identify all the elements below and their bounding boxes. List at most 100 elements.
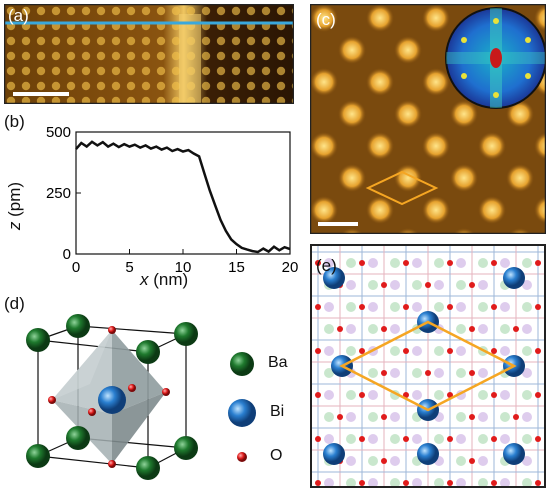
lattice-site <box>500 258 510 268</box>
o-site <box>491 304 497 310</box>
lattice-site <box>434 280 444 290</box>
o-site <box>359 304 365 310</box>
lattice-site <box>500 346 510 356</box>
lattice-site <box>324 478 334 488</box>
legend-ba-label: Ba <box>268 354 288 371</box>
lattice-site <box>324 368 334 378</box>
lattice-site <box>412 302 422 312</box>
y-axis-label: z (pm) <box>3 176 27 236</box>
o-site <box>403 480 409 486</box>
lattice-site <box>346 302 356 312</box>
x-tick-label: 10 <box>175 259 192 276</box>
unit-cell-outline <box>365 170 439 206</box>
o-site <box>381 414 387 420</box>
o-site <box>315 348 321 354</box>
bi-atom <box>98 386 126 414</box>
lattice-site <box>456 258 466 268</box>
panel-label-b: (b) <box>4 112 25 131</box>
o-site <box>315 480 321 486</box>
o-site <box>337 326 343 332</box>
x-tick-label: 5 <box>125 259 133 276</box>
lattice-site <box>522 280 532 290</box>
o-site <box>403 304 409 310</box>
octahedron <box>52 330 166 464</box>
lattice-site <box>434 390 444 400</box>
lattice-site <box>434 302 444 312</box>
panel-b: 0 5 10 15 20 0 250 500 (b) z (pm) x (nm) <box>0 108 300 289</box>
lattice-site <box>522 390 532 400</box>
o-site <box>315 260 321 266</box>
lattice-site <box>522 302 532 312</box>
crystal-structure <box>26 314 256 480</box>
lattice-site <box>368 390 378 400</box>
bi-site <box>503 267 525 289</box>
x-tick-label: 0 <box>72 259 80 276</box>
lattice-site <box>456 346 466 356</box>
o-site <box>381 370 387 376</box>
lattice-site <box>324 324 334 334</box>
legend-o-label: O <box>270 447 283 464</box>
lattice-site <box>324 302 334 312</box>
o-site <box>535 392 541 398</box>
lattice-top-view <box>310 244 550 488</box>
lattice-site <box>346 346 356 356</box>
lattice-site <box>346 280 356 290</box>
lattice-site <box>412 434 422 444</box>
lattice-site <box>412 478 422 488</box>
legend-bi-swatch <box>228 399 256 427</box>
bi-site <box>323 443 345 465</box>
o-site <box>447 260 453 266</box>
o-site <box>513 326 519 332</box>
lattice-site <box>346 434 356 444</box>
lattice-site <box>522 258 532 268</box>
lattice-site <box>500 478 510 488</box>
x-axis-var: x <box>140 270 149 289</box>
lattice-site <box>368 368 378 378</box>
legend-ba-swatch <box>230 352 254 376</box>
lattice-site <box>390 258 400 268</box>
panel-label-c: (c) <box>316 10 336 29</box>
o-site <box>447 392 453 398</box>
lattice-site <box>522 478 532 488</box>
lattice-site <box>434 258 444 268</box>
o-atoms <box>48 326 170 468</box>
lattice-site <box>368 258 378 268</box>
lattice-site <box>456 324 466 334</box>
y-axis-var: z <box>5 221 24 231</box>
panel-c: (c) <box>309 3 547 235</box>
lattice-site <box>478 478 488 488</box>
lattice-site <box>478 390 488 400</box>
o-site <box>469 282 475 288</box>
profile-series-line <box>75 140 291 254</box>
o-site <box>425 370 431 376</box>
lattice-site <box>346 478 356 488</box>
panel-label-e: (e) <box>316 256 337 275</box>
lattice-site <box>522 456 532 466</box>
lattice-site <box>412 390 422 400</box>
lattice-site <box>478 302 488 312</box>
lattice-site <box>456 280 466 290</box>
lattice-site <box>324 390 334 400</box>
o-site <box>315 436 321 442</box>
y-tick-label: 0 <box>63 246 71 263</box>
o-site <box>381 458 387 464</box>
lattice-site <box>456 478 466 488</box>
bi-site <box>417 443 439 465</box>
lattice-site <box>500 412 510 422</box>
lattice-site <box>346 412 356 422</box>
lattice-site <box>390 434 400 444</box>
lattice-site <box>368 280 378 290</box>
lattice-site <box>478 368 488 378</box>
lattice-site <box>412 280 422 290</box>
o-site <box>403 392 409 398</box>
lattice-site <box>500 324 510 334</box>
o-site <box>337 414 343 420</box>
o-site <box>381 282 387 288</box>
o-site <box>359 392 365 398</box>
o-site <box>447 480 453 486</box>
panel-label-d: (d) <box>4 294 25 313</box>
o-site <box>447 436 453 442</box>
lattice-site <box>412 346 422 356</box>
lattice-site <box>500 302 510 312</box>
o-site <box>491 480 497 486</box>
